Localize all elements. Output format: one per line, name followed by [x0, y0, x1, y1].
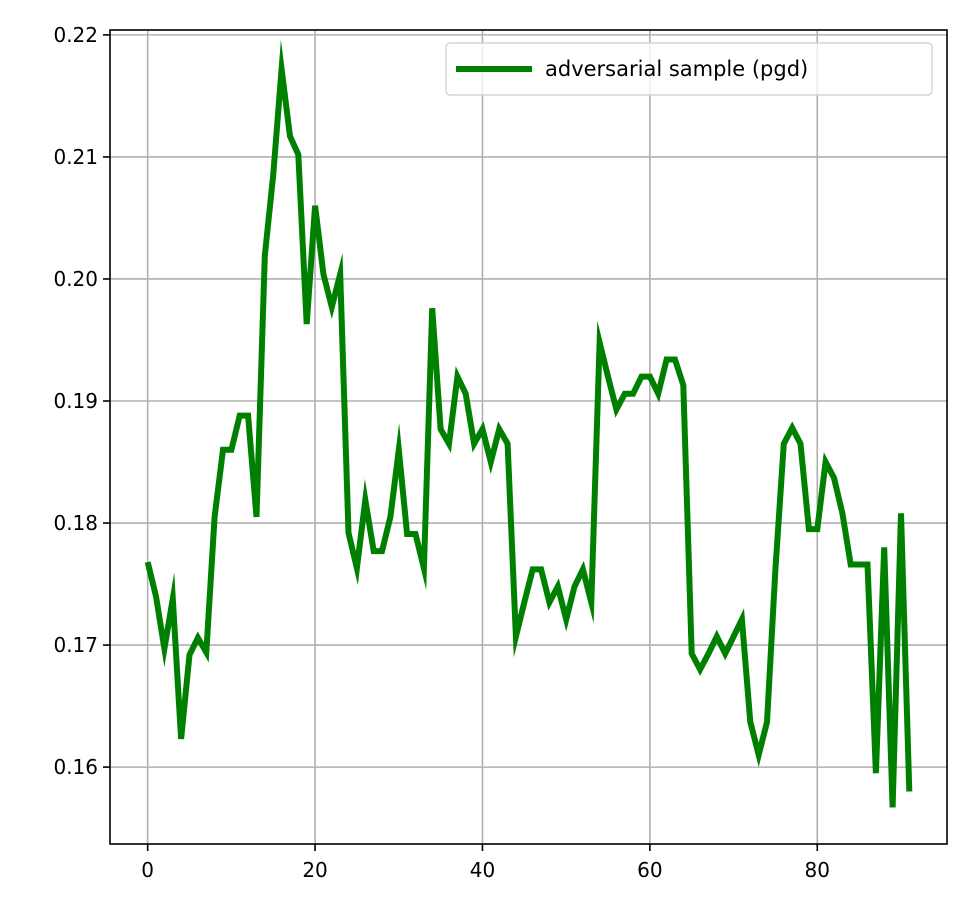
x-tick-label: 20: [302, 858, 327, 882]
y-tick-label: 0.19: [53, 389, 98, 413]
x-tick-label: 60: [637, 858, 662, 882]
y-tick-label: 0.22: [53, 23, 98, 47]
y-tick-label: 0.18: [53, 511, 98, 535]
y-tick-label: 0.16: [53, 755, 98, 779]
y-tick-label: 0.17: [53, 633, 98, 657]
x-axis: 0 20 40 60 80: [141, 844, 830, 882]
y-tick-label: 0.21: [53, 145, 98, 169]
x-tick-label: 80: [805, 858, 830, 882]
y-axis: 0.16 0.17 0.18 0.19 0.20 0.21 0.22: [53, 23, 110, 779]
x-tick-label: 40: [470, 858, 495, 882]
series-group: [148, 69, 910, 807]
x-tick-label: 0: [141, 858, 154, 882]
legend-label: adversarial sample (pgd): [545, 57, 808, 81]
legend: adversarial sample (pgd): [446, 43, 932, 95]
y-tick-label: 0.20: [53, 267, 98, 291]
series-line: [148, 69, 910, 807]
